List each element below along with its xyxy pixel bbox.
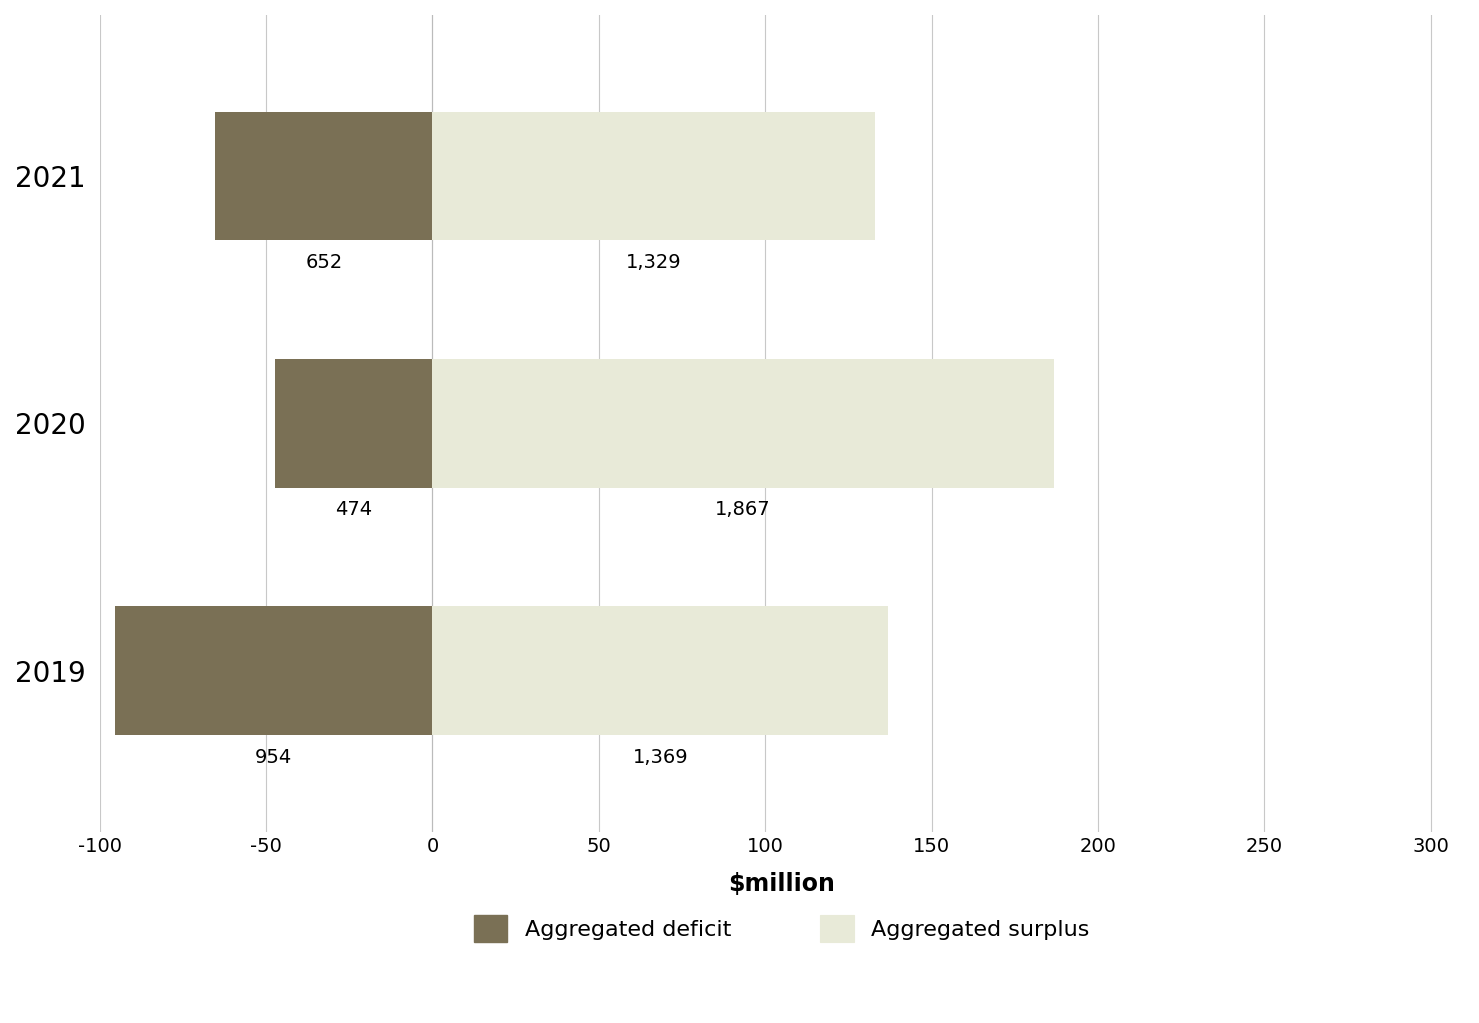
Bar: [216, 112, 432, 240]
Text: 1,369: 1,369: [633, 748, 688, 766]
Text: 1,867: 1,867: [716, 500, 771, 519]
Text: 954: 954: [254, 748, 293, 766]
Bar: [275, 359, 432, 488]
X-axis label: $million: $million: [728, 873, 836, 896]
Bar: [432, 112, 874, 240]
Legend: Aggregated deficit, Aggregated surplus: Aggregated deficit, Aggregated surplus: [464, 906, 1099, 951]
Bar: [432, 607, 887, 736]
Bar: [432, 359, 1053, 488]
Text: 652: 652: [305, 253, 343, 271]
Text: 1,329: 1,329: [626, 253, 682, 271]
Text: 474: 474: [334, 500, 373, 519]
Bar: [115, 607, 432, 736]
